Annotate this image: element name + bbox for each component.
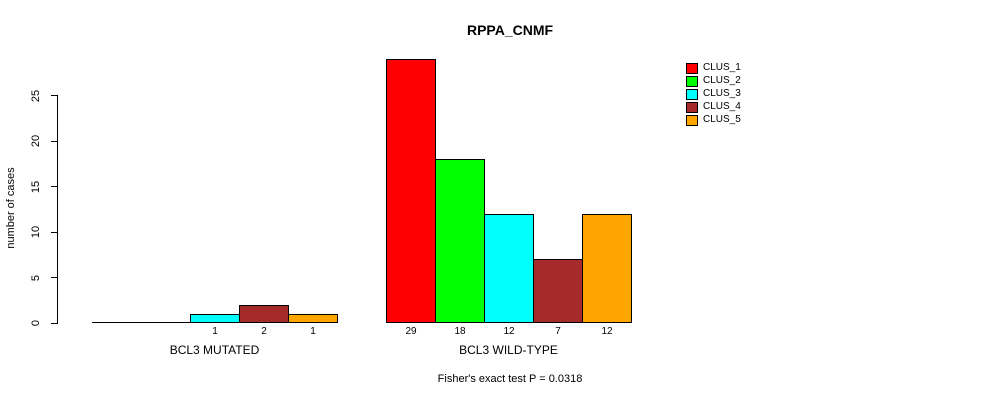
legend-swatch — [686, 102, 698, 113]
bar — [386, 59, 436, 323]
bar-value-label: 12 — [503, 326, 515, 337]
zero-height-bar-line — [141, 322, 191, 323]
legend-label: CLUS_1 — [703, 62, 741, 73]
legend-swatch — [686, 76, 698, 87]
bar-value-label: 2 — [261, 326, 267, 337]
legend-swatch — [686, 115, 698, 126]
legend-swatch — [686, 89, 698, 100]
legend-label: CLUS_5 — [703, 114, 741, 125]
legend-label: CLUS_3 — [703, 88, 741, 99]
bar-value-label: 1 — [212, 326, 218, 337]
bar-value-label: 1 — [310, 326, 316, 337]
y-axis-tick — [51, 322, 58, 324]
y-axis-tick — [51, 277, 58, 279]
bar-value-label: 29 — [405, 326, 417, 337]
zero-height-bar-line — [92, 322, 142, 323]
y-tick-label: 5 — [30, 274, 42, 281]
bar-value-label: 7 — [555, 326, 561, 337]
y-axis-tick — [51, 186, 58, 188]
y-axis-tick — [51, 95, 58, 97]
y-axis-tick — [51, 231, 58, 233]
bar — [190, 313, 240, 323]
bar — [484, 213, 534, 323]
y-axis-label: number of cases — [5, 167, 17, 249]
bar-value-label: 12 — [601, 326, 613, 337]
legend-swatch — [686, 63, 698, 74]
bar — [288, 313, 338, 323]
bar — [582, 213, 632, 323]
bar — [533, 259, 583, 323]
bar — [239, 304, 289, 323]
chart-title: RPPA_CNMF — [466, 22, 554, 38]
legend-label: CLUS_4 — [703, 101, 741, 112]
group-label: BCL3 MUTATED — [169, 343, 260, 357]
legend-label: CLUS_2 — [703, 75, 741, 86]
bar-value-label: 18 — [454, 326, 466, 337]
bar — [435, 159, 485, 323]
y-axis-tick — [51, 140, 58, 142]
y-tick-label: 0 — [30, 319, 42, 327]
group-label: BCL3 WILD-TYPE — [459, 343, 558, 357]
y-axis-line — [57, 95, 58, 323]
y-tick-label: 25 — [30, 89, 42, 102]
y-tick-label: 20 — [30, 135, 42, 148]
footer-stat-text: Fisher's exact test P = 0.0318 — [437, 373, 583, 385]
y-tick-label: 15 — [30, 180, 42, 193]
y-tick-label: 10 — [30, 225, 42, 239]
